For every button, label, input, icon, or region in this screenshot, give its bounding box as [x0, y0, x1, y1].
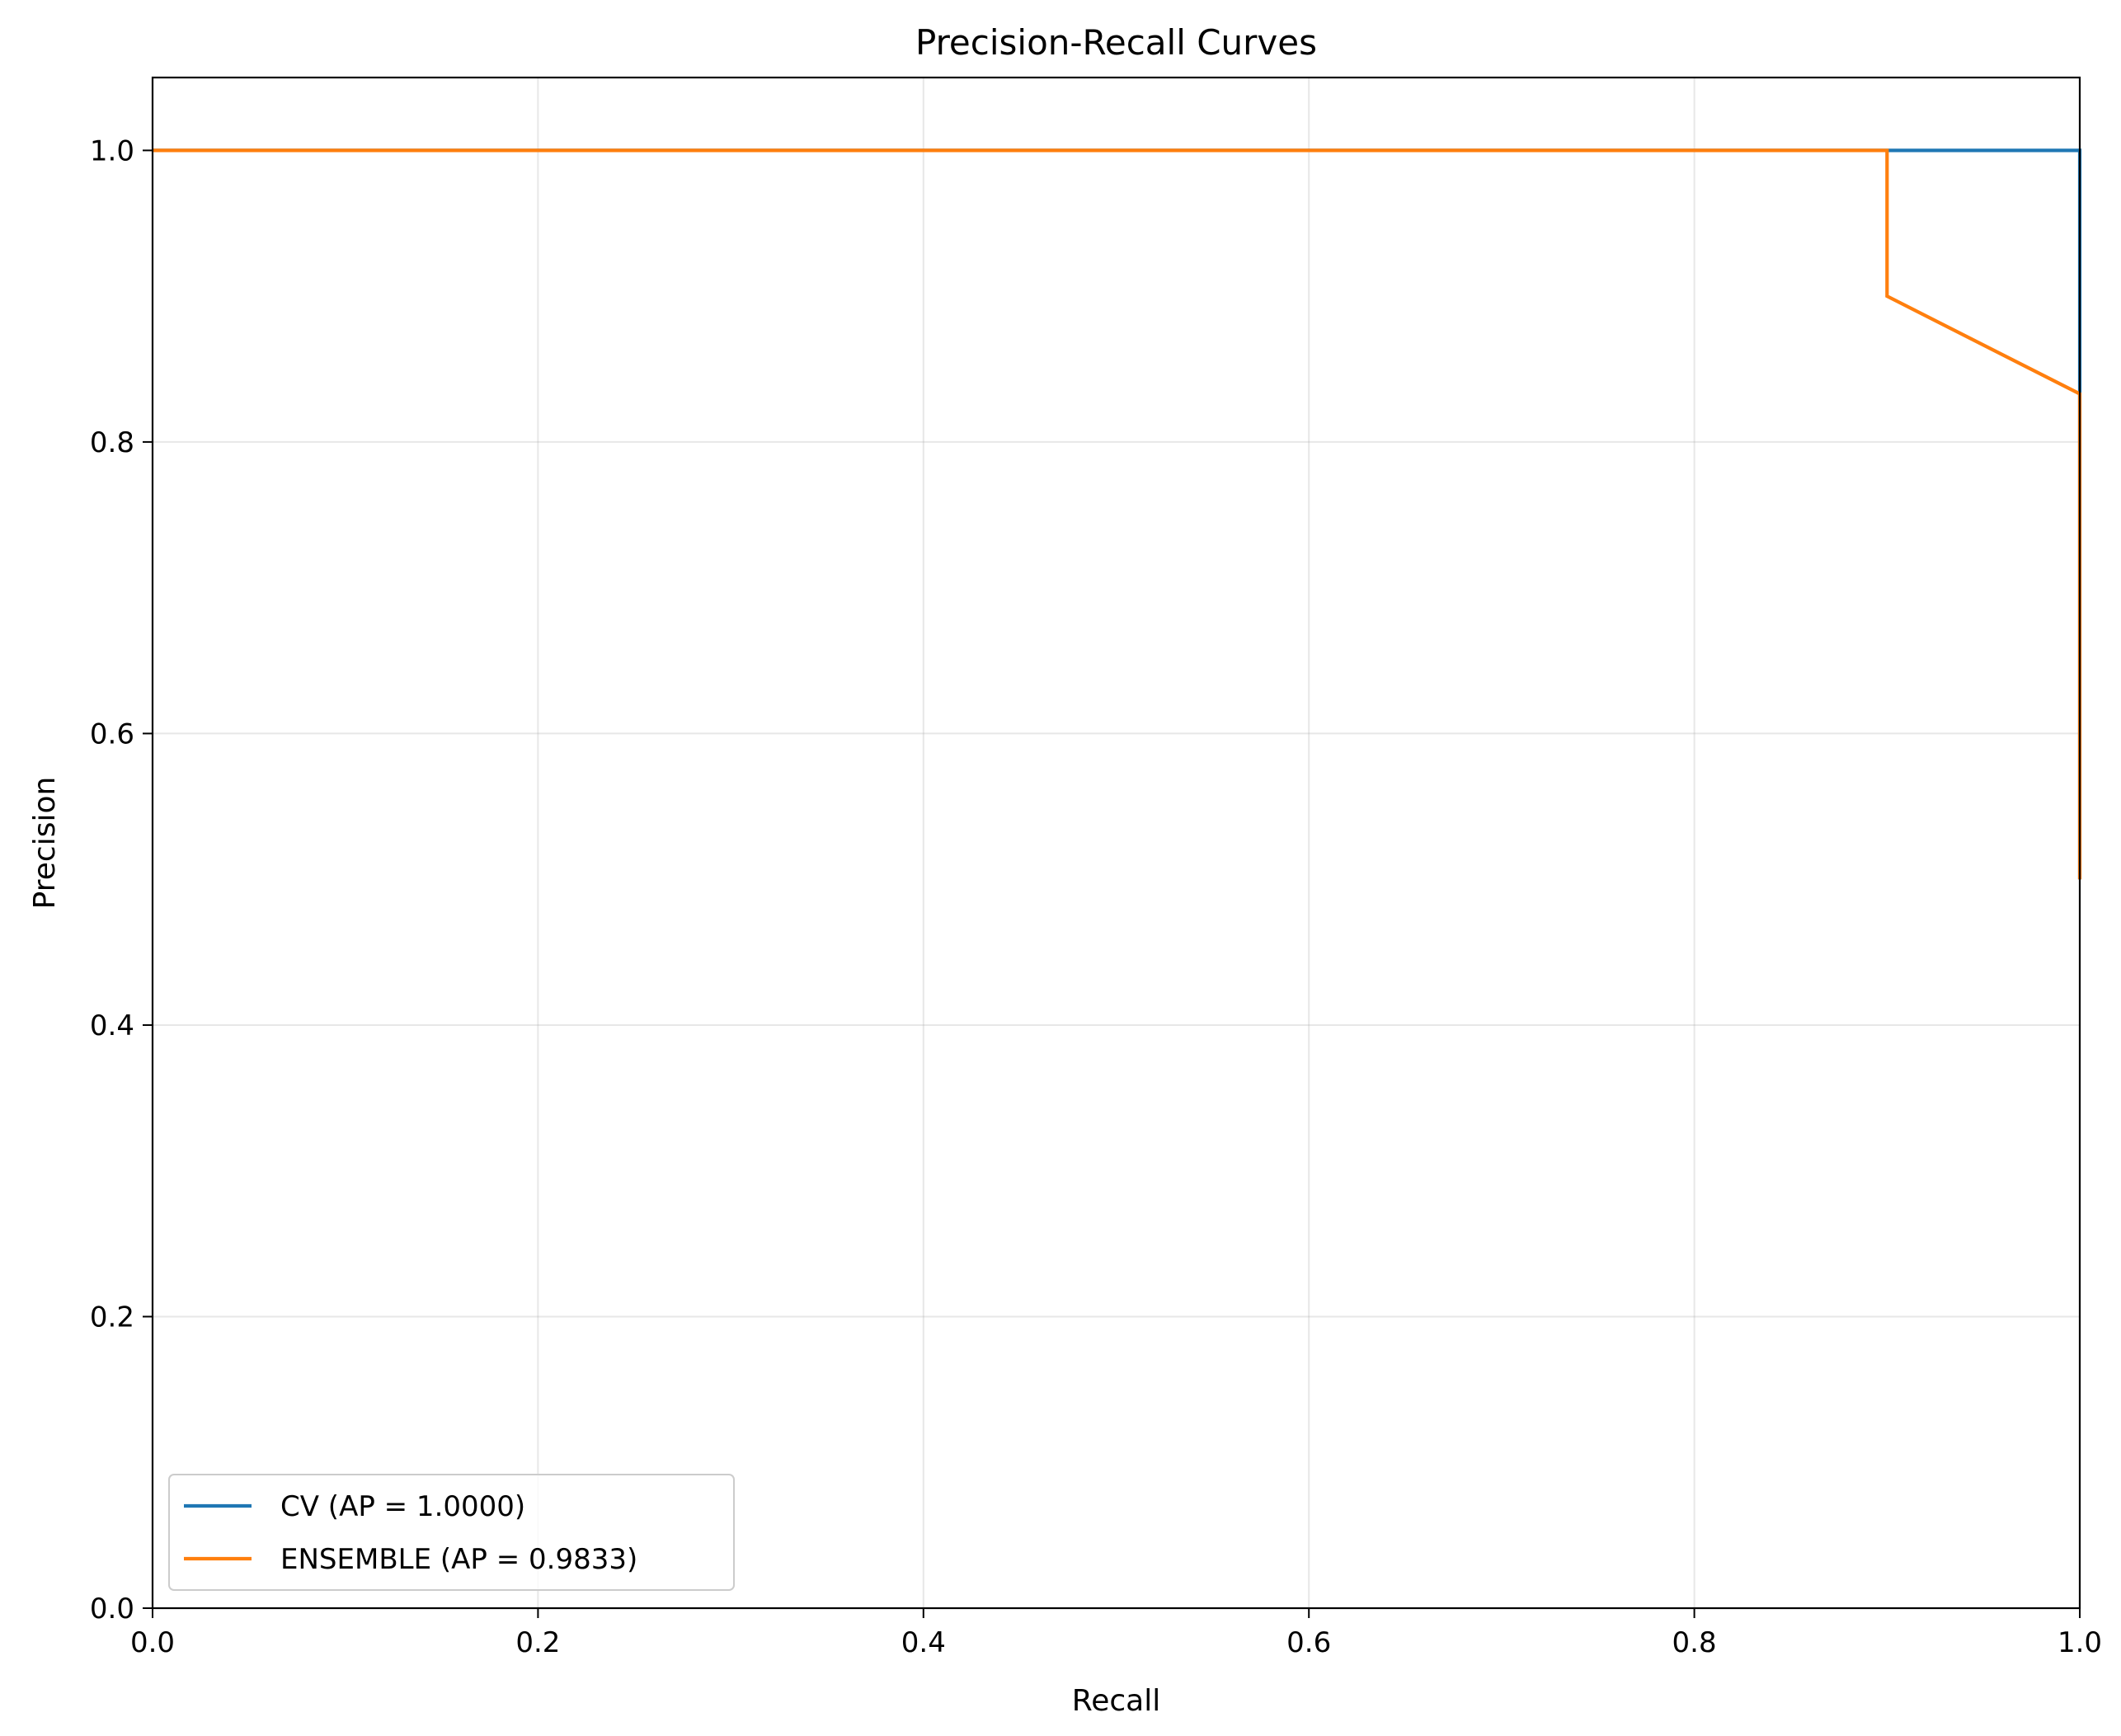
y-tick-label: 0.8 [90, 426, 134, 459]
x-tick-label: 1.0 [2058, 1626, 2102, 1659]
legend-label-0: CV (AP = 1.0000) [280, 1490, 525, 1523]
y-tick-label: 0.2 [90, 1301, 134, 1334]
y-tick-label: 0.0 [90, 1593, 134, 1625]
tick-layer: 0.0 0.2 0.4 0.6 0.8 1.0 0.0 0.2 0.4 0.6 0.8 1.0 [90, 134, 2102, 1659]
legend: CV (AP = 1.0000) ENSEMBLE (AP = 0.9833) [168, 1474, 735, 1591]
plot-frame [151, 76, 2081, 1610]
x-tick-label: 0.4 [901, 1626, 946, 1659]
chart-title: Precision-Recall Curves [915, 22, 1317, 63]
x-axis-label: Recall [1072, 1684, 1160, 1718]
legend-label-1: ENSEMBLE (AP = 0.9833) [280, 1543, 637, 1576]
y-tick-label: 0.4 [90, 1009, 134, 1042]
x-tick-label: 0.6 [1286, 1626, 1331, 1659]
y-tick-label: 0.6 [90, 717, 134, 750]
x-tick-label: 0.0 [130, 1626, 175, 1659]
legend-box [168, 1474, 735, 1591]
y-tick-label: 1.0 [90, 134, 134, 167]
x-tick-label: 0.8 [1672, 1626, 1717, 1659]
y-axis-label: Precision [28, 777, 62, 910]
x-tick-label: 0.2 [515, 1626, 560, 1659]
